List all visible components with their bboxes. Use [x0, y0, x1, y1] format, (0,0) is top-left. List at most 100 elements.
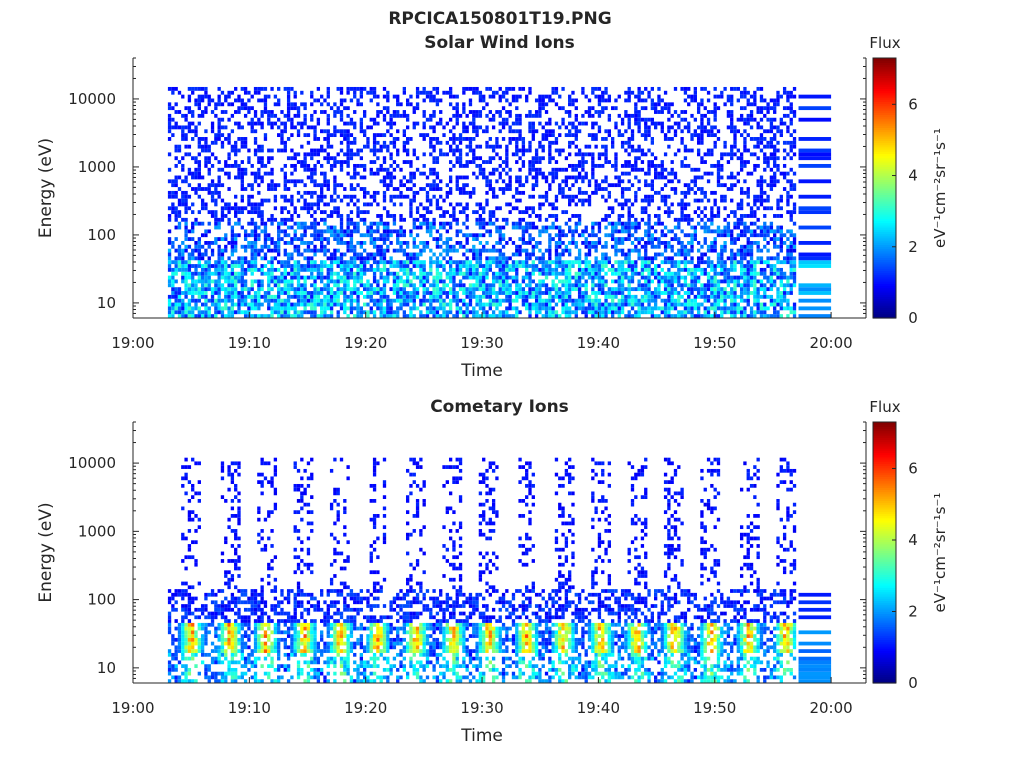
heatmap-cell — [511, 221, 516, 226]
heatmap-cell — [627, 291, 631, 295]
heatmap-cell — [234, 233, 238, 238]
heatmap-cell — [372, 298, 377, 303]
heatmap-cell — [462, 190, 466, 195]
heatmap-cell — [247, 287, 251, 292]
heatmap-cell — [528, 256, 532, 261]
heatmap-cell — [554, 271, 559, 276]
heatmap-cell — [247, 210, 251, 215]
heatmap-cell — [234, 221, 238, 226]
heatmap-cell — [458, 229, 463, 234]
heatmap-cell — [528, 275, 532, 280]
heatmap-cell — [356, 256, 360, 261]
heatmap-cell — [277, 314, 281, 318]
heatmap-cell — [617, 133, 621, 138]
heatmap-cell — [564, 179, 569, 184]
heatmap-cell — [382, 133, 387, 138]
heatmap-cell — [614, 160, 618, 164]
heatmap-cell — [207, 94, 211, 99]
heatmap-cell — [217, 252, 221, 257]
heatmap-cell — [306, 291, 311, 295]
heatmap-cell — [339, 90, 344, 95]
heatmap-cell — [224, 244, 228, 249]
heatmap-cell — [277, 275, 281, 280]
heatmap-cell — [445, 140, 449, 145]
heatmap-cell — [488, 302, 492, 307]
heatmap-cell — [525, 221, 529, 226]
heatmap-cell — [243, 237, 248, 241]
heatmap-cell — [541, 279, 545, 284]
heatmap-cell — [399, 233, 403, 238]
heatmap-cell — [240, 264, 244, 268]
heatmap-cell — [296, 260, 301, 265]
heatmap-cell — [439, 206, 443, 211]
heatmap-cell — [475, 125, 479, 130]
heatmap-cell — [316, 117, 321, 122]
heatmap-cell — [696, 167, 701, 172]
heatmap-cell — [657, 121, 661, 126]
heatmap-cell — [419, 271, 423, 276]
heatmap-cell — [485, 248, 489, 253]
heatmap-cell — [313, 302, 317, 307]
heatmap-cell — [485, 102, 489, 107]
heatmap-cell — [670, 202, 674, 207]
heatmap-cell — [369, 256, 373, 261]
heatmap-cell — [667, 125, 671, 130]
heatmap-cell — [369, 229, 373, 234]
heatmap-cell — [214, 140, 218, 145]
heatmap-cell — [210, 264, 215, 268]
heatmap-cell — [171, 314, 175, 318]
heatmap-cell — [667, 244, 671, 249]
heatmap-cell — [366, 252, 370, 257]
heatmap-cell — [349, 194, 354, 199]
heatmap-cell — [634, 106, 638, 111]
heatmap-cell — [620, 260, 625, 265]
heatmap-cell — [224, 314, 228, 318]
heatmap-cell — [690, 244, 694, 249]
heatmap-cell — [597, 291, 602, 295]
heatmap-cell — [293, 248, 297, 253]
heatmap-cell — [498, 129, 502, 134]
heatmap-cell — [462, 187, 466, 191]
heatmap-cell — [637, 113, 641, 118]
heatmap-cell — [591, 86, 595, 91]
heatmap-cell — [518, 217, 522, 222]
heatmap-cell — [455, 117, 459, 122]
heatmap-cell — [382, 194, 387, 199]
heatmap-cell — [571, 214, 575, 218]
heatmap-cell — [448, 287, 453, 292]
heatmap-cell — [568, 279, 572, 284]
heatmap-cell — [525, 175, 529, 180]
heatmap-cell — [227, 152, 231, 157]
heatmap-cell — [343, 271, 347, 276]
heatmap-cell — [657, 314, 661, 318]
heatmap-cell — [412, 283, 416, 288]
heatmap-cell — [197, 271, 201, 276]
heatmap-cell — [491, 275, 496, 280]
heatmap-cell — [478, 98, 483, 103]
heatmap-cell — [415, 217, 420, 222]
heatmap-cell — [534, 167, 539, 172]
heatmap-cell — [415, 167, 420, 172]
heatmap-cell — [650, 271, 654, 276]
heatmap-cell — [571, 125, 575, 130]
heatmap-cell — [187, 310, 192, 315]
heatmap-cell — [630, 271, 635, 276]
heatmap-cell — [696, 248, 701, 253]
heatmap-cell — [320, 102, 324, 107]
heatmap-cell — [343, 106, 347, 111]
heatmap-cell — [657, 98, 661, 103]
heatmap-cell — [630, 260, 635, 265]
heatmap-cell — [237, 302, 241, 307]
heatmap-cell — [300, 237, 304, 241]
heatmap-cell — [300, 302, 304, 307]
heatmap-cell — [617, 298, 621, 303]
heatmap-cell — [267, 298, 271, 303]
heatmap-cell — [647, 225, 651, 230]
heatmap-cell — [531, 225, 535, 230]
heatmap-cell — [485, 140, 489, 145]
heatmap-cell — [491, 221, 496, 226]
heatmap-cell — [680, 202, 684, 207]
heatmap-cell — [627, 210, 631, 215]
heatmap-cell — [475, 294, 479, 299]
heatmap-cell — [197, 287, 201, 292]
